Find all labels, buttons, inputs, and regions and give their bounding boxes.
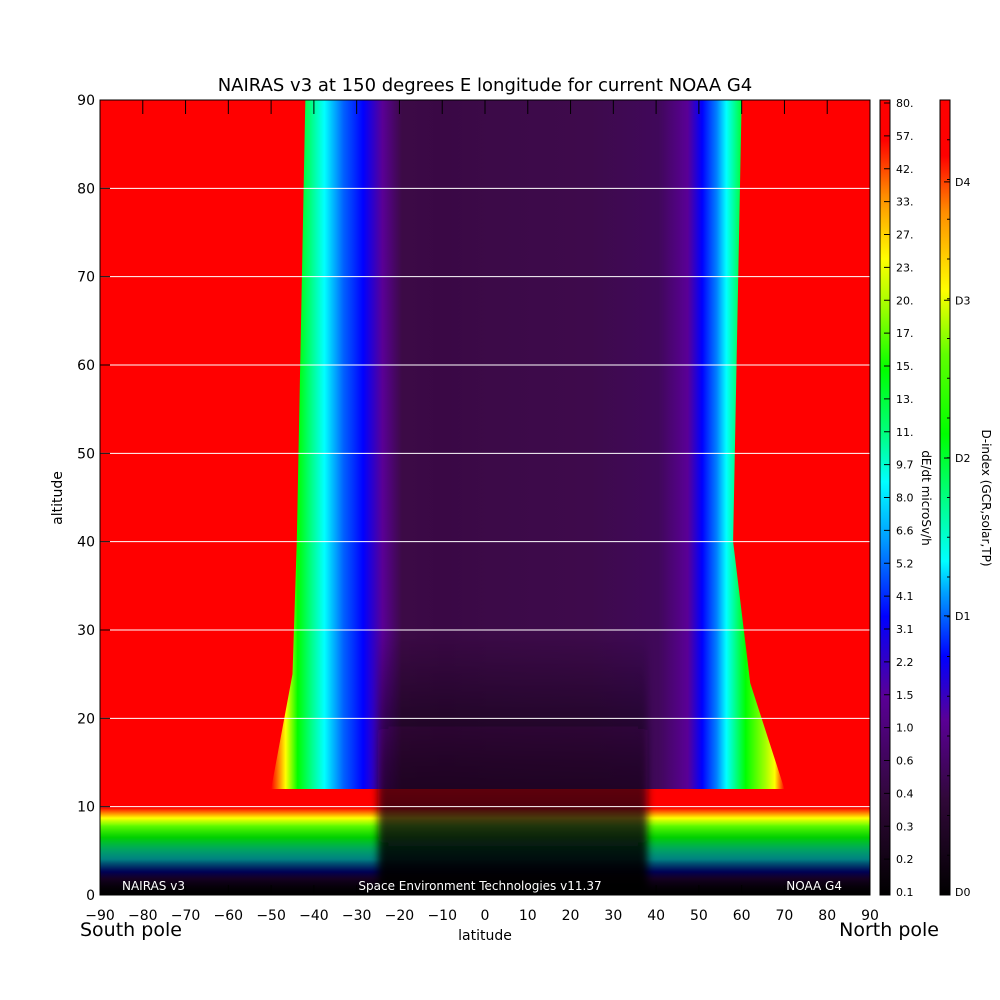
x-tick-label: 0 [481, 908, 490, 924]
dose-tick-label: 23. [896, 261, 914, 274]
x-tick-label: −60 [214, 908, 244, 924]
y-tick-label: 40 [77, 535, 95, 551]
equatorial-column [271, 100, 785, 789]
dose-tick-label: 0.1 [896, 886, 914, 899]
y-tick-label: 20 [77, 711, 95, 727]
grid-lines [100, 187, 870, 808]
dindex-colorbar-ticks: D4 D3 D2 D1 D0 [944, 139, 970, 899]
x-tick-label: 20 [562, 908, 580, 924]
dindex-tick-label: D3 [955, 294, 970, 307]
dose-tick-label: 15. [896, 360, 914, 373]
dose-tick-label: 13. [896, 393, 914, 406]
dose-tick-label: 1.0 [896, 722, 914, 735]
ground-darkening [100, 824, 870, 895]
x-tick-label: 80 [818, 908, 836, 924]
dose-tick-label: 27. [896, 229, 914, 242]
y-tick-label: 90 [77, 93, 95, 109]
dose-colorbar: 80. 57. 42. 33. 27. 23. 20. 17. 15. 13. 11. 9.7 8.0 6… [879, 97, 933, 899]
plot-frame [99, 99, 871, 896]
x-tick-label: −90 [85, 908, 115, 924]
x-tick-label: −80 [128, 908, 158, 924]
footer-left: NAIRAS v3 [122, 879, 185, 893]
y-tick-label: 50 [77, 446, 95, 462]
dose-tick-label: 9.7 [896, 459, 914, 472]
dose-tick-label: 2.2 [896, 656, 914, 669]
y-tick-label: 70 [77, 270, 95, 286]
south-pole-label: South pole [80, 919, 182, 941]
y-tick-label: 80 [77, 181, 95, 197]
dindex-colorbar: D4 D3 D2 D1 D0 D-index (GCR,solar,TP) [939, 99, 993, 899]
dindex-tick-label: D1 [955, 610, 970, 623]
x-tick-label: 90 [861, 908, 879, 924]
x-tick-label: 70 [776, 908, 794, 924]
x-tick-label: 10 [519, 908, 537, 924]
y-tick-label: 60 [77, 358, 95, 374]
y-tick-label: 0 [86, 888, 95, 904]
footer-right: NOAA G4 [786, 879, 842, 893]
dindex-tick-label: D4 [955, 176, 970, 189]
y-tick-label: 10 [77, 800, 95, 816]
dose-tick-label: 0.3 [896, 820, 914, 833]
x-tick-label: −10 [427, 908, 457, 924]
dose-colorbar-label: dE/dt microSv/h [919, 450, 933, 545]
x-tick-label: 50 [690, 908, 708, 924]
dose-tick-label: 11. [896, 426, 914, 439]
dose-tick-label: 8.0 [896, 492, 914, 505]
x-tick-label: −70 [171, 908, 201, 924]
dose-tick-label: 3.1 [896, 623, 914, 636]
dose-tick-label: 5.2 [896, 557, 914, 570]
dose-tick-label: 42. [896, 163, 914, 176]
dose-tick-label: 33. [896, 196, 914, 209]
x-tick-label: 30 [604, 908, 622, 924]
y-axis: 0 10 20 30 40 50 60 70 80 90 [77, 93, 110, 904]
y-tick-label: 30 [77, 623, 95, 639]
dose-tick-label: 20. [896, 294, 914, 307]
dose-tick-label: 17. [896, 327, 914, 340]
dose-colorbar-ticks: 80. 57. 42. 33. 27. 23. 20. 17. 15. 13. 11. 9.7 8.0 6… [884, 97, 914, 899]
dose-tick-label: 0.6 [896, 755, 914, 768]
dose-tick-label: 57. [896, 130, 914, 143]
dose-tick-label: 4.1 [896, 590, 914, 603]
dindex-tick-label: D0 [955, 886, 970, 899]
footer-center: Space Environment Technologies v11.37 [358, 879, 601, 893]
x-tick-label: −40 [299, 908, 329, 924]
x-tick-label: −30 [342, 908, 372, 924]
dindex-colorbar-label: D-index (GCR,solar,TP) [979, 429, 993, 566]
x-tick-label: −20 [385, 908, 415, 924]
dose-tick-label: 80. [896, 97, 914, 110]
x-tick-label: 60 [733, 908, 751, 924]
x-tick-label: 40 [647, 908, 665, 924]
y-axis-label: altitude [50, 471, 66, 525]
x-axis-label: latitude [458, 928, 512, 944]
dose-tick-label: 0.2 [896, 853, 914, 866]
x-tick-label: −50 [256, 908, 286, 924]
dose-tick-label: 0.4 [896, 787, 914, 800]
dose-tick-label: 1.5 [896, 689, 914, 702]
dose-tick-label: 6.6 [896, 524, 914, 537]
heatmap [100, 100, 870, 895]
chart-title: NAIRAS v3 at 150 degrees E longitude for… [218, 75, 753, 96]
north-pole-label: North pole [839, 919, 939, 941]
dindex-tick-label: D2 [955, 452, 970, 465]
